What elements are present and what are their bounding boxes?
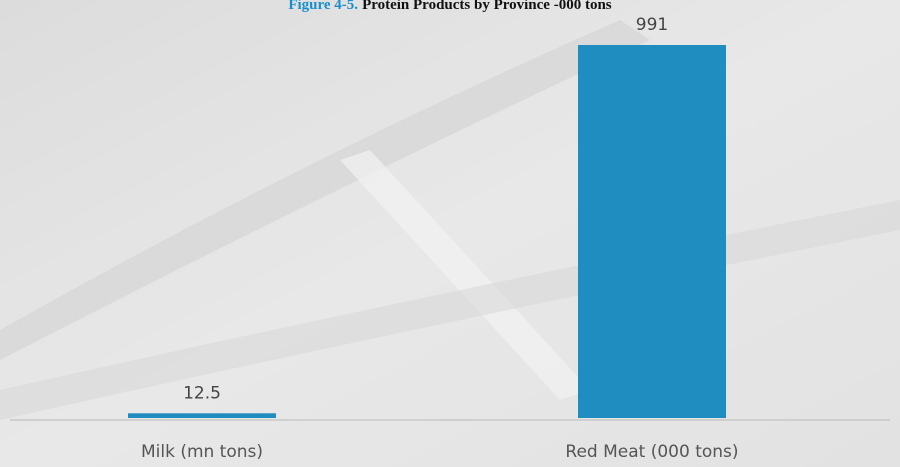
value-label: 991 (636, 15, 668, 35)
title-label: Figure 4-5. (288, 0, 358, 13)
chart: Figure 4-5. Protein Products by Province … (0, 0, 900, 467)
bar (128, 413, 276, 418)
chart-title: Figure 4-5. Protein Products by Province … (288, 0, 611, 13)
x-tick-label: Red Meat (000 tons) (565, 442, 738, 462)
bar (578, 45, 726, 418)
title-text: Protein Products by Province -000 tons (362, 0, 612, 13)
value-label: 12.5 (183, 383, 221, 403)
page: {"chart_data": {"type": "bar", "title_la… (0, 0, 900, 467)
x-tick-label: Milk (mn tons) (141, 442, 263, 462)
